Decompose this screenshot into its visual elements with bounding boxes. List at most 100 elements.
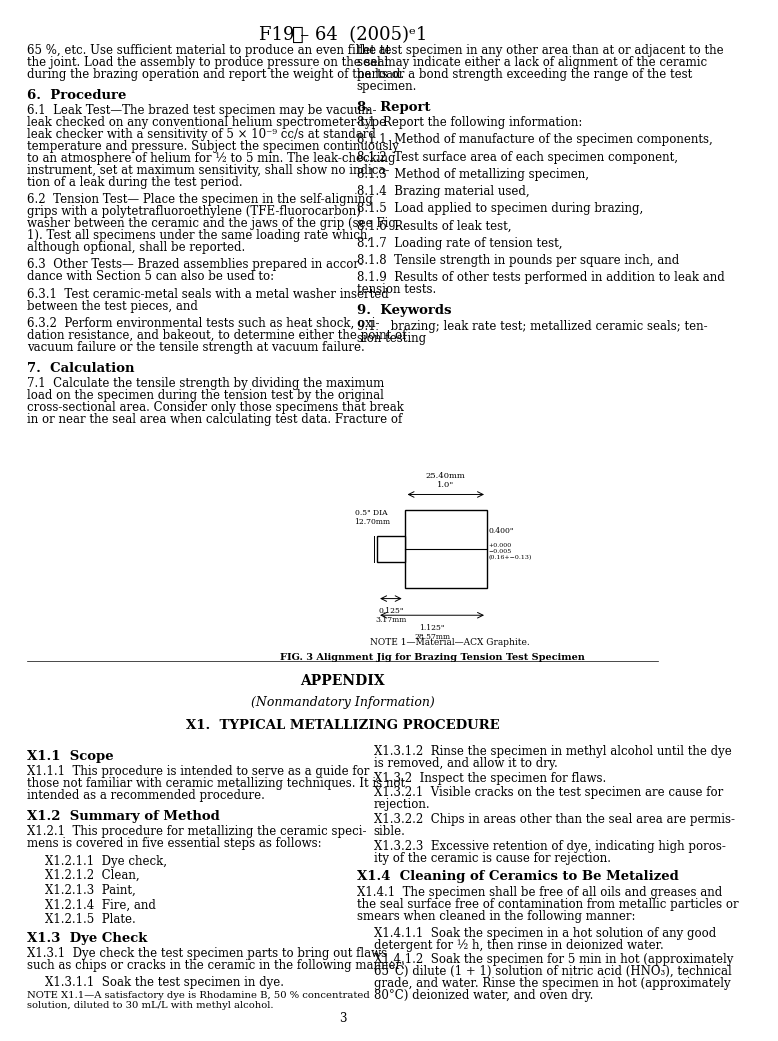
Text: X1.1  Scope: X1.1 Scope (27, 750, 114, 762)
Text: during the brazing operation and report the weight of the load.: during the brazing operation and report … (27, 68, 405, 80)
Text: 8.  Report: 8. Report (356, 101, 430, 113)
Text: 8.1.3  Method of metallizing specimen,: 8.1.3 Method of metallizing specimen, (356, 168, 589, 181)
Text: solution, diluted to 30 mL/L with methyl alcohol.: solution, diluted to 30 mL/L with methyl… (27, 1001, 274, 1011)
Text: 65 %, etc. Use sufficient material to produce an even fillet at: 65 %, etc. Use sufficient material to pr… (27, 44, 391, 56)
Text: 8.1  Report the following information:: 8.1 Report the following information: (356, 117, 582, 129)
Text: grade, and water. Rinse the specimen in hot (approximately: grade, and water. Rinse the specimen in … (373, 977, 731, 990)
Text: 65°C) dilute (1 + 1) solution of nitric acid (HNO₃), technical: 65°C) dilute (1 + 1) solution of nitric … (373, 965, 731, 979)
Text: X1.4.1.1  Soak the specimen in a hot solution of any good: X1.4.1.1 Soak the specimen in a hot solu… (373, 926, 716, 940)
Text: dance with Section 5 can also be used to:: dance with Section 5 can also be used to… (27, 271, 275, 283)
Text: Ⓐ: Ⓐ (293, 26, 304, 44)
Text: X1.3.2.1  Visible cracks on the test specimen are cause for: X1.3.2.1 Visible cracks on the test spec… (373, 787, 723, 799)
Text: rejection.: rejection. (373, 798, 430, 811)
Text: X1.2.1.4  Fire, and: X1.2.1.4 Fire, and (44, 898, 156, 911)
Text: 6.3.2  Perform environmental tests such as heat shock, oxi-: 6.3.2 Perform environmental tests such a… (27, 316, 380, 330)
Text: such as chips or cracks in the ceramic in the following manner:: such as chips or cracks in the ceramic i… (27, 959, 405, 972)
Text: 0.400": 0.400" (489, 527, 513, 535)
Text: X1.4.1  The specimen shall be free of all oils and greases and: X1.4.1 The specimen shall be free of all… (356, 886, 722, 898)
Text: 6.3.1  Test ceramic-metal seals with a metal washer inserted: 6.3.1 Test ceramic-metal seals with a me… (27, 287, 389, 301)
Bar (377, 536, 405, 562)
Text: X1.2.1.3  Paint,: X1.2.1.3 Paint, (44, 884, 135, 896)
Text: is removed, and allow it to dry.: is removed, and allow it to dry. (373, 758, 558, 770)
Text: F19 – 64  (2005)ᵉ1: F19 – 64 (2005)ᵉ1 (259, 26, 427, 44)
Text: X1.2.1.5  Plate.: X1.2.1.5 Plate. (44, 913, 135, 925)
Text: APPENDIX: APPENDIX (300, 674, 385, 687)
Text: X1.3.1.2  Rinse the specimen in methyl alcohol until the dye: X1.3.1.2 Rinse the specimen in methyl al… (373, 745, 731, 758)
Text: tension tests.: tension tests. (356, 283, 436, 296)
Text: tion of a leak during the test period.: tion of a leak during the test period. (27, 176, 243, 189)
Text: 80°C) deionized water, and oven dry.: 80°C) deionized water, and oven dry. (373, 989, 593, 1002)
Text: although optional, shall be reported.: although optional, shall be reported. (27, 242, 246, 254)
Text: grips with a polytetrafluoroethylene (TFE-fluorocarbon): grips with a polytetrafluoroethylene (TF… (27, 205, 361, 219)
Text: seal may indicate either a lack of alignment of the ceramic: seal may indicate either a lack of align… (356, 55, 706, 69)
Text: 6.  Procedure: 6. Procedure (27, 88, 127, 102)
Text: X1.4.1.2  Soak the specimen for 5 min in hot (approximately: X1.4.1.2 Soak the specimen for 5 min in … (373, 954, 733, 966)
Text: 6.1  Leak Test—The brazed test specimen may be vacuum-: 6.1 Leak Test—The brazed test specimen m… (27, 104, 377, 118)
Text: detergent for ½ h, then rinse in deionized water.: detergent for ½ h, then rinse in deioniz… (373, 939, 664, 951)
Text: sible.: sible. (373, 826, 405, 838)
Text: 8.1.5  Load applied to specimen during brazing,: 8.1.5 Load applied to specimen during br… (356, 202, 643, 215)
Text: 1). Test all specimens under the same loading rate which,: 1). Test all specimens under the same lo… (27, 229, 372, 243)
Text: smears when cleaned in the following manner:: smears when cleaned in the following man… (356, 910, 635, 922)
Text: 7.  Calculation: 7. Calculation (27, 362, 135, 375)
Text: NOTE 1—Material—ACX Graphite.: NOTE 1—Material—ACX Graphite. (370, 638, 530, 648)
Text: 7.1  Calculate the tensile strength by dividing the maximum: 7.1 Calculate the tensile strength by di… (27, 377, 384, 390)
Text: X1.2  Summary of Method: X1.2 Summary of Method (27, 810, 220, 823)
Text: temperature and pressure. Subject the specimen continuously: temperature and pressure. Subject the sp… (27, 141, 399, 153)
Text: the test specimen in any other area than at or adjacent to the: the test specimen in any other area than… (356, 44, 724, 56)
Text: in or near the seal area when calculating test data. Fracture of: in or near the seal area when calculatin… (27, 413, 403, 426)
Text: 8.1.8  Tensile strength in pounds per square inch, and: 8.1.8 Tensile strength in pounds per squ… (356, 254, 679, 266)
Text: 6.3  Other Tests— Brazed assemblies prepared in accor-: 6.3 Other Tests— Brazed assemblies prepa… (27, 258, 363, 272)
Text: 8.1.9  Results of other tests performed in addition to leak and: 8.1.9 Results of other tests performed i… (356, 271, 724, 284)
Text: 0.125"
3.17mm: 0.125" 3.17mm (375, 607, 407, 625)
Text: 9.1    brazing; leak rate test; metallized ceramic seals; ten-: 9.1 brazing; leak rate test; metallized … (356, 320, 707, 332)
Text: washer between the ceramic and the jaws of the grip (see Fig.: washer between the ceramic and the jaws … (27, 218, 400, 230)
Bar (405, 510, 487, 588)
Text: 0.5" DIA
12.70mm: 0.5" DIA 12.70mm (354, 508, 390, 526)
Text: 8.1.1  Method of manufacture of the specimen components,: 8.1.1 Method of manufacture of the speci… (356, 133, 713, 147)
Text: X1.  TYPICAL METALLIZING PROCEDURE: X1. TYPICAL METALLIZING PROCEDURE (186, 719, 499, 732)
Text: FIG. 3 Alignment Jig for Brazing Tension Test Specimen: FIG. 3 Alignment Jig for Brazing Tension… (279, 653, 584, 662)
Text: X1.3.1  Dye check the test specimen parts to bring out flaws: X1.3.1 Dye check the test specimen parts… (27, 947, 387, 960)
Text: X1.2.1.1  Dye check,: X1.2.1.1 Dye check, (44, 855, 166, 867)
Text: those not familiar with ceramic metallizing techniques. It is not: those not familiar with ceramic metalliz… (27, 777, 405, 790)
Text: 25.40mm
1.0": 25.40mm 1.0" (426, 472, 466, 489)
Text: 8.1.2  Test surface area of each specimen component,: 8.1.2 Test surface area of each specimen… (356, 151, 678, 163)
Text: mens is covered in five essential steps as follows:: mens is covered in five essential steps … (27, 837, 322, 850)
Text: the joint. Load the assembly to produce pressure on the seal: the joint. Load the assembly to produce … (27, 55, 389, 69)
Text: 8.1.6  Results of leak test,: 8.1.6 Results of leak test, (356, 220, 511, 232)
Text: 3: 3 (339, 1013, 347, 1025)
Text: cross-sectional area. Consider only those specimens that break: cross-sectional area. Consider only thos… (27, 401, 405, 414)
Text: vacuum failure or the tensile strength at vacuum failure.: vacuum failure or the tensile strength a… (27, 340, 365, 354)
Text: X1.2.1  This procedure for metallizing the ceramic speci-: X1.2.1 This procedure for metallizing th… (27, 826, 367, 838)
Text: 6.2  Tension Test— Place the specimen in the self-aligning: 6.2 Tension Test— Place the specimen in … (27, 194, 373, 206)
Text: to an atmosphere of helium for ½ to 5 min. The leak-checking: to an atmosphere of helium for ½ to 5 mi… (27, 152, 396, 166)
Text: 8.1.7  Loading rate of tension test,: 8.1.7 Loading rate of tension test, (356, 236, 562, 250)
Text: parts or a bond strength exceeding the range of the test: parts or a bond strength exceeding the r… (356, 68, 692, 80)
Text: load on the specimen during the tension test by the original: load on the specimen during the tension … (27, 389, 384, 402)
Text: 1.125"
28.57mm: 1.125" 28.57mm (414, 624, 450, 641)
Text: the seal surface free of contamination from metallic particles or: the seal surface free of contamination f… (356, 897, 738, 911)
Text: between the test pieces, and: between the test pieces, and (27, 300, 198, 312)
Text: 9.  Keywords: 9. Keywords (356, 304, 451, 318)
Text: leak checker with a sensitivity of 5 × 10⁻⁹ cc/s at standard: leak checker with a sensitivity of 5 × 1… (27, 128, 377, 142)
Text: X1.3.2.3  Excessive retention of dye, indicating high poros-: X1.3.2.3 Excessive retention of dye, ind… (373, 840, 726, 853)
Text: 8.1.4  Brazing material used,: 8.1.4 Brazing material used, (356, 185, 529, 198)
Text: specimen.: specimen. (356, 79, 417, 93)
Text: ity of the ceramic is cause for rejection.: ity of the ceramic is cause for rejectio… (373, 852, 611, 864)
Text: X1.3.2  Inspect the specimen for flaws.: X1.3.2 Inspect the specimen for flaws. (373, 772, 606, 785)
Text: X1.3.1.1  Soak the test specimen in dye.: X1.3.1.1 Soak the test specimen in dye. (44, 976, 283, 989)
Text: instrument, set at maximum sensitivity, shall show no indica-: instrument, set at maximum sensitivity, … (27, 164, 390, 177)
Text: X1.1.1  This procedure is intended to serve as a guide for: X1.1.1 This procedure is intended to ser… (27, 765, 370, 778)
Text: NOTE X1.1—A satisfactory dye is Rhodamine B, 50 % concentrated: NOTE X1.1—A satisfactory dye is Rhodamin… (27, 991, 370, 999)
Text: X1.2.1.2  Clean,: X1.2.1.2 Clean, (44, 869, 139, 882)
Text: X1.3.2.2  Chips in areas other than the seal area are permis-: X1.3.2.2 Chips in areas other than the s… (373, 813, 734, 826)
Text: dation resistance, and bakeout, to determine either the point of: dation resistance, and bakeout, to deter… (27, 329, 407, 341)
Text: sion testing: sion testing (356, 331, 426, 345)
Text: leak checked on any conventional helium spectrometer-type: leak checked on any conventional helium … (27, 117, 387, 129)
Text: X1.4  Cleaning of Ceramics to Be Metalized: X1.4 Cleaning of Ceramics to Be Metalize… (356, 870, 678, 883)
Text: (Nonmandatory Information): (Nonmandatory Information) (251, 696, 435, 709)
Text: X1.3  Dye Check: X1.3 Dye Check (27, 932, 148, 944)
Text: intended as a recommended procedure.: intended as a recommended procedure. (27, 789, 265, 802)
Text: +0.000
−0.005
(0.16+−0.13): +0.000 −0.005 (0.16+−0.13) (489, 543, 531, 560)
